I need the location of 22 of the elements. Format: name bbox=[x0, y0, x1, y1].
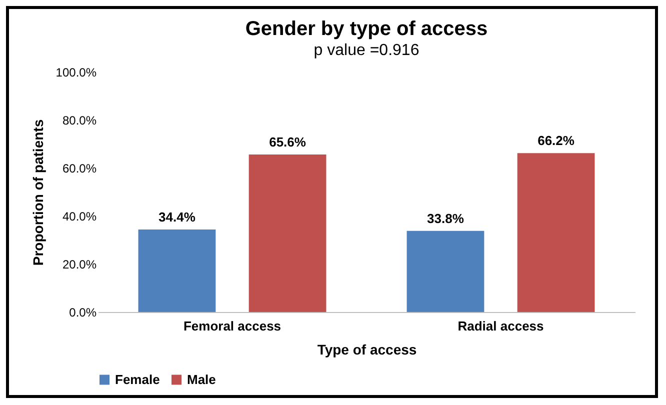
data-label: 66.2% bbox=[538, 133, 575, 148]
x-axis-title: Type of access bbox=[317, 342, 417, 358]
data-label: 33.8% bbox=[427, 210, 464, 226]
x-tick-label: Femoral access bbox=[183, 318, 282, 334]
bar bbox=[138, 229, 216, 312]
y-axis-title: Proportion of patients bbox=[30, 119, 46, 266]
data-label: 34.4% bbox=[158, 209, 196, 224]
y-tick-label: 0.0% bbox=[69, 306, 97, 320]
x-tick-label: Radial access bbox=[458, 318, 544, 334]
y-tick-label: 40.0% bbox=[62, 210, 97, 224]
data-label: 65.6% bbox=[269, 134, 306, 150]
y-tick-label: 100.0% bbox=[56, 66, 97, 80]
legend-label: Female bbox=[115, 372, 160, 387]
bar bbox=[517, 153, 595, 312]
bar bbox=[406, 230, 484, 312]
y-tick-label: 80.0% bbox=[62, 114, 97, 128]
bar bbox=[248, 154, 326, 312]
chart-subtitle: p value =0.916 bbox=[314, 42, 420, 59]
legend-label: Male bbox=[187, 372, 216, 387]
chart-title: Gender by type of access bbox=[245, 18, 488, 40]
y-tick-label: 20.0% bbox=[62, 258, 97, 272]
y-tick-label: 60.0% bbox=[62, 162, 97, 176]
